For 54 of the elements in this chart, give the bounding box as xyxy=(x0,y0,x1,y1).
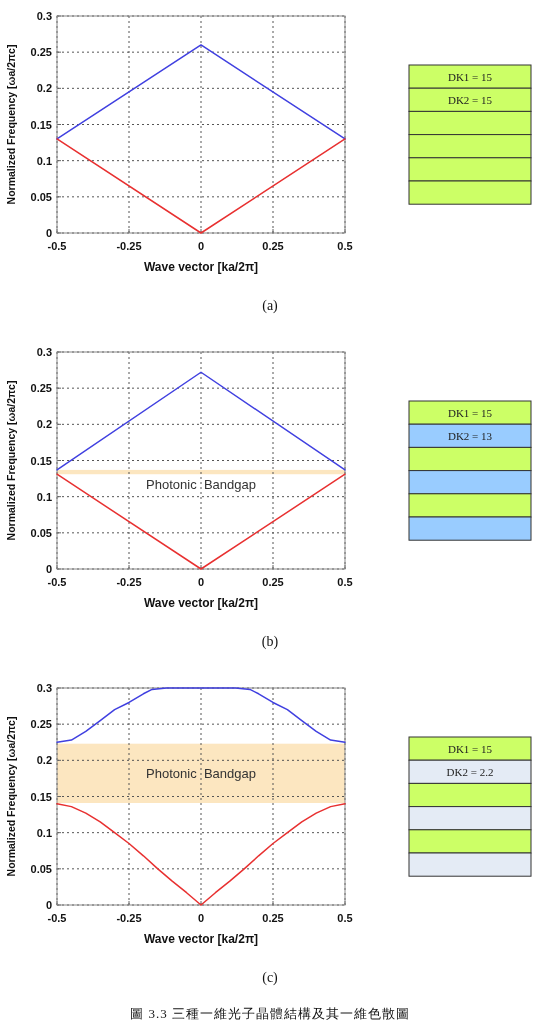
text: DK1 = 15 xyxy=(447,407,493,419)
x-tick-label: 0.5 xyxy=(337,912,353,924)
y-tick-label: 0 xyxy=(45,227,52,239)
y-tick-label: 0.05 xyxy=(30,190,52,203)
y-tick-label: 0.05 xyxy=(30,862,52,875)
x-tick-label: 0.5 xyxy=(337,240,353,252)
y-tick-label: 0.3 xyxy=(36,346,52,358)
x-tick-label: 0 xyxy=(197,240,205,252)
x-axis-title: Wave vector [ka/2π] xyxy=(143,596,259,610)
x-tick-label: 0.25 xyxy=(262,576,284,588)
y-tick-label: 0.25 xyxy=(30,718,52,731)
text: DK2 = 2.2 xyxy=(446,766,494,779)
text: DK2 = 15 xyxy=(447,94,493,107)
y-tick-label: 0.3 xyxy=(36,10,52,22)
text: DK1 = 15 xyxy=(447,743,493,755)
y-tick-label: 0.15 xyxy=(30,790,52,803)
x-tick-label: 0 xyxy=(197,576,205,588)
x-tick-label: 0 xyxy=(197,912,205,924)
y-tick-label: 0.2 xyxy=(36,754,52,767)
text: (c) xyxy=(262,970,279,986)
text: (a) xyxy=(262,298,279,314)
text: (b) xyxy=(261,634,279,650)
y-tick-label: 0.3 xyxy=(36,682,52,694)
x-tick-label: 0.25 xyxy=(262,912,284,924)
band-label: Photonic Bandgap xyxy=(146,477,256,493)
y-tick-label: 0.1 xyxy=(36,154,52,167)
x-tick-label: -0.5 xyxy=(47,240,67,252)
y-tick-label: 0 xyxy=(45,563,52,575)
x-tick-label: -0.25 xyxy=(116,576,142,588)
y-tick-label: 0.2 xyxy=(36,82,52,95)
y-axis-title: Normalized Frequency [ωa/2πc] xyxy=(5,380,17,541)
y-tick-label: 0.25 xyxy=(30,46,52,59)
y-tick-label: 0.2 xyxy=(36,418,52,431)
x-tick-label: 0.5 xyxy=(337,576,353,588)
y-tick-label: 0.15 xyxy=(30,454,52,467)
y-tick-label: 0.1 xyxy=(36,826,52,839)
x-axis-title: Wave vector [ka/2π] xyxy=(143,260,259,274)
x-tick-label: -0.25 xyxy=(116,240,142,252)
x-tick-label: -0.5 xyxy=(47,912,67,924)
y-tick-label: 0.25 xyxy=(30,382,52,395)
y-axis-title: Normalized Frequency [ωa/2πc] xyxy=(5,716,17,877)
text: DK2 = 13 xyxy=(447,430,493,443)
text: DK1 = 15 xyxy=(447,71,493,83)
caption: 圖 3.3 三種一維光子晶體結構及其一維色散圖 xyxy=(130,1006,410,1021)
x-axis-title: Wave vector [ka/2π] xyxy=(143,932,259,946)
y-tick-label: 0 xyxy=(45,899,52,911)
y-tick-label: 0.15 xyxy=(30,118,52,131)
x-tick-label: -0.25 xyxy=(116,912,142,924)
y-axis-title: Normalized Frequency [ωa/2πc] xyxy=(5,44,17,205)
y-tick-label: 0.05 xyxy=(30,526,52,539)
y-tick-label: 0.1 xyxy=(36,490,52,503)
x-tick-label: 0.25 xyxy=(262,240,284,252)
x-tick-label: -0.5 xyxy=(47,576,67,588)
band-label: Photonic Bandgap xyxy=(146,766,256,782)
